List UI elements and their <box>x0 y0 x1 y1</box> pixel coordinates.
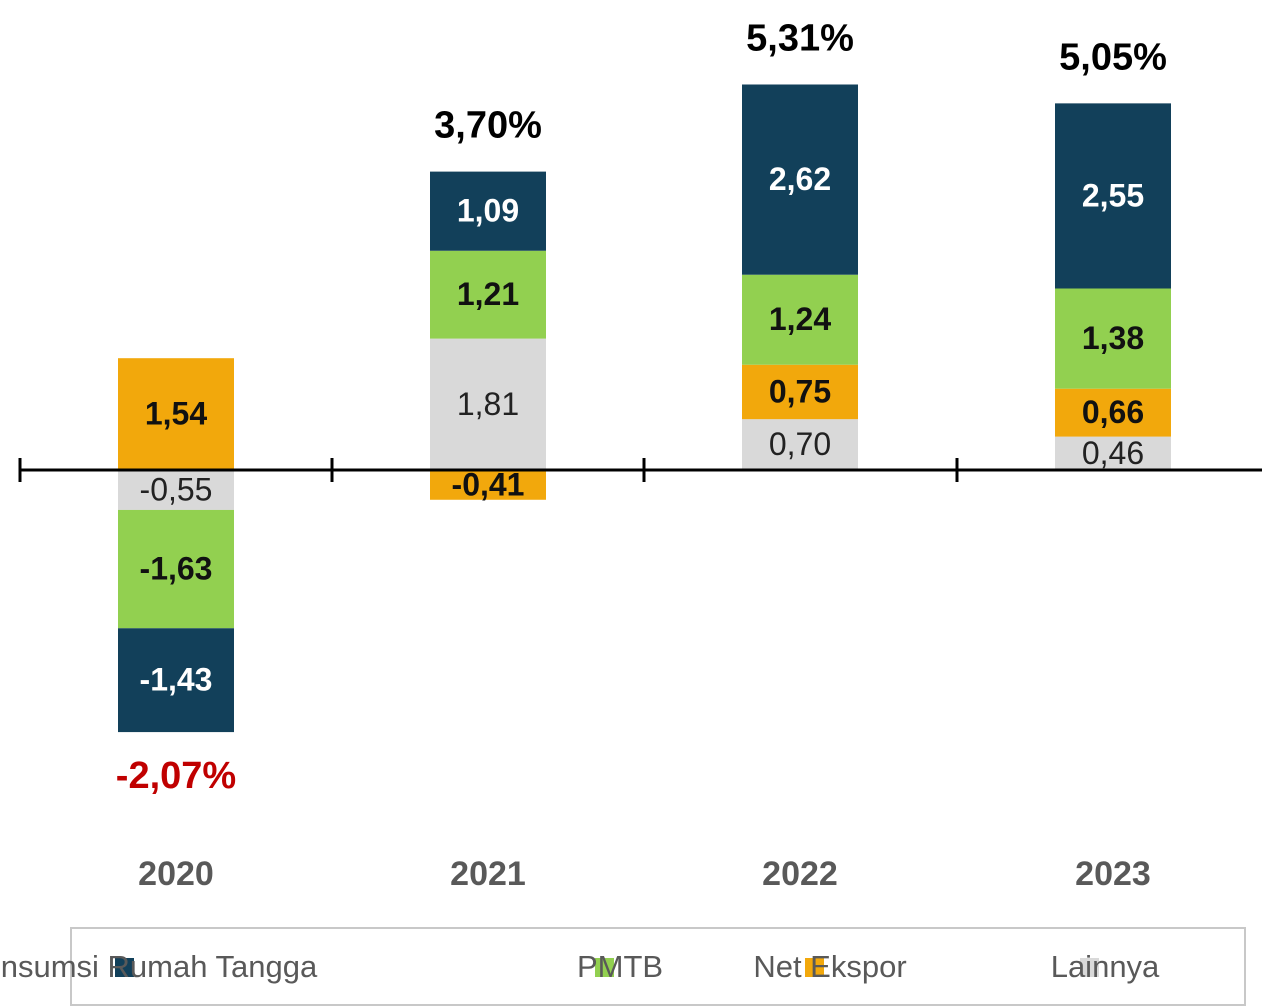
legend-swatch <box>805 958 824 977</box>
data-label: 1,09 <box>457 193 519 229</box>
legend-label: Lainnya <box>1051 949 1160 984</box>
data-label: 0,75 <box>769 373 831 409</box>
total-label: 5,05% <box>1059 36 1167 78</box>
data-label: -1,63 <box>140 551 213 587</box>
bar-segment <box>1055 436 1171 470</box>
bar-segment <box>742 274 858 365</box>
data-label: -0,55 <box>140 471 213 507</box>
data-label: 1,54 <box>145 396 207 432</box>
legend-box <box>70 927 1246 1006</box>
data-label: 1,38 <box>1082 320 1144 356</box>
x-tick-label: 2021 <box>450 855 526 893</box>
legend-label: PMTB <box>577 949 663 984</box>
data-label: 1,81 <box>457 386 519 422</box>
data-label: 0,46 <box>1082 435 1144 471</box>
data-label: 1,24 <box>769 301 831 337</box>
data-label: -0,41 <box>452 466 525 502</box>
bar-segment <box>118 509 234 629</box>
data-label: 2,62 <box>769 161 831 197</box>
total-label: 5,31% <box>746 18 854 60</box>
bar-segment <box>118 470 234 510</box>
bar-segment <box>1055 103 1171 289</box>
data-label: 0,70 <box>769 426 831 462</box>
legend-swatch <box>1080 958 1099 977</box>
bar-segment <box>1055 288 1171 389</box>
total-label: -2,07% <box>116 755 236 797</box>
x-tick-label: 2023 <box>1075 855 1151 893</box>
legend-label: Net Ekspor <box>753 949 906 984</box>
legend-swatch <box>115 958 134 977</box>
data-label: 1,21 <box>457 276 519 312</box>
data-label: -1,43 <box>140 662 213 698</box>
bar-segment <box>742 364 858 420</box>
bar-segment <box>118 358 234 470</box>
bar-segment <box>430 338 546 470</box>
bar-segment <box>118 628 234 733</box>
bar-segment <box>430 171 546 251</box>
data-label: 2,55 <box>1082 177 1144 213</box>
total-label: 3,70% <box>434 105 542 147</box>
x-tick-label: 2022 <box>762 855 838 893</box>
x-tick-label: 2020 <box>138 855 214 893</box>
bar-segment <box>742 419 858 470</box>
bar-segment <box>430 250 546 339</box>
legend-swatch <box>595 958 614 977</box>
legend-label: Konsumsi Rumah Tangga <box>0 949 318 984</box>
bar-segment <box>1055 388 1171 437</box>
bar-segment <box>742 84 858 275</box>
data-label: 0,66 <box>1082 394 1144 430</box>
bar-segment <box>430 470 546 500</box>
